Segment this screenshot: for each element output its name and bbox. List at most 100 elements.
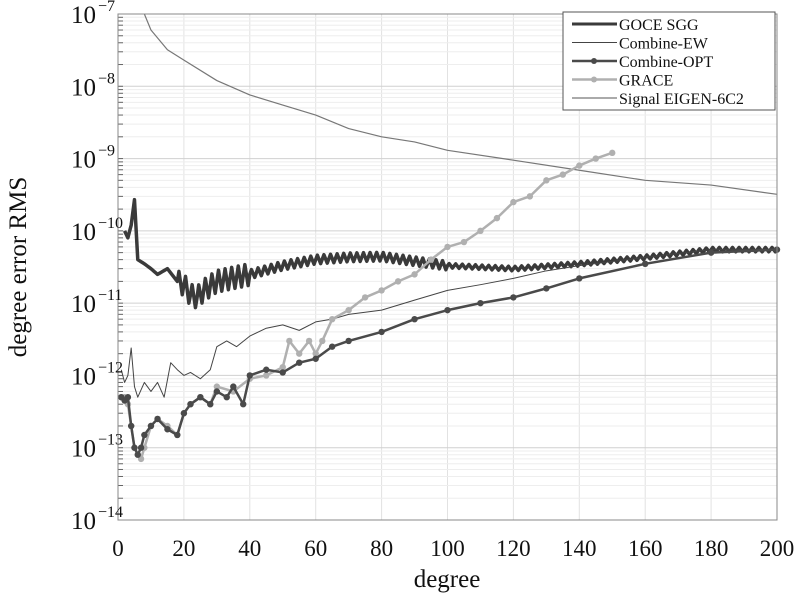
data-point [134, 451, 141, 458]
data-point [378, 328, 385, 336]
y-tick-base: 10 [71, 291, 96, 318]
y-tick-base: 10 [71, 147, 96, 174]
y-tick-exponent: −13 [98, 432, 123, 449]
x-tick-label: 40 [238, 536, 261, 561]
legend-label: GOCE SGG [619, 17, 699, 34]
data-point [131, 444, 138, 451]
legend-label: GRACE [619, 73, 673, 90]
data-point [305, 337, 313, 345]
data-point [361, 294, 369, 301]
data-point [427, 256, 435, 263]
x-tick-label: 0 [112, 536, 124, 561]
series-layer [118, 13, 781, 463]
data-point [444, 306, 451, 314]
series-line-combine-ew [120, 249, 777, 398]
data-point [526, 193, 534, 200]
y-tick-base: 10 [71, 2, 96, 29]
data-point [174, 431, 181, 439]
y-tick-label: 10 [71, 2, 96, 29]
data-point [286, 337, 293, 345]
x-axis-label: degree [414, 566, 481, 593]
data-point [345, 306, 352, 314]
data-point [328, 315, 336, 323]
data-point [378, 287, 385, 294]
x-tick-label: 20 [172, 536, 195, 561]
y-axis-label: degree error RMS [5, 177, 32, 358]
data-point [510, 294, 517, 301]
y-tick-label: 10 [71, 147, 96, 174]
data-point [197, 393, 204, 401]
y-tick-exponent: −12 [98, 359, 123, 376]
data-point [707, 249, 715, 256]
y-tick-exponent: −7 [98, 0, 115, 15]
y-tick-label: 10 [71, 436, 96, 463]
data-point [444, 243, 451, 251]
legend-label: Signal EIGEN-6C2 [619, 91, 744, 108]
y-tick-base: 10 [71, 508, 96, 535]
data-point [592, 155, 599, 162]
y-tick-label: 10 [71, 291, 96, 318]
data-point [510, 198, 517, 206]
data-point [213, 388, 221, 395]
data-point [559, 171, 567, 178]
data-point [477, 299, 484, 307]
y-tick-base: 10 [71, 219, 96, 246]
legend-marker [591, 76, 597, 83]
data-point [164, 426, 171, 433]
y-tick-label: 10 [71, 508, 96, 535]
data-point [609, 149, 616, 157]
y-tick-base: 10 [71, 436, 96, 463]
plot-frame [117, 13, 778, 521]
data-point [576, 275, 583, 282]
data-point [296, 359, 303, 366]
legend-label: Combine-EW [619, 36, 709, 53]
data-point [576, 162, 583, 169]
data-point [154, 415, 161, 423]
data-point [493, 214, 501, 222]
data-point [411, 315, 418, 323]
data-point [137, 444, 145, 451]
legend-marker [591, 58, 597, 64]
x-tick-label: 140 [562, 536, 597, 561]
data-point [460, 238, 468, 246]
data-point [246, 372, 253, 379]
data-point [543, 285, 550, 292]
data-point [207, 400, 214, 408]
y-tick-exponent: −11 [98, 287, 122, 304]
x-tick-label: 180 [694, 536, 729, 561]
data-point [240, 400, 247, 408]
x-tick-label: 200 [760, 536, 795, 561]
y-tick-exponent: −14 [98, 504, 123, 521]
x-tick-label: 100 [430, 536, 465, 561]
series-line-grace [121, 151, 613, 461]
x-tick-label: 160 [628, 536, 663, 561]
series-line-signal-eigen-6c2 [143, 13, 778, 195]
x-tick-label: 120 [496, 536, 531, 561]
data-point [263, 366, 270, 373]
data-point [642, 260, 649, 268]
y-tick-label: 10 [71, 74, 96, 101]
y-tick-exponent: −8 [98, 70, 115, 87]
y-tick-base: 10 [71, 74, 96, 101]
data-point [180, 410, 188, 417]
x-tick-label: 60 [304, 536, 327, 561]
data-point [127, 422, 135, 430]
data-point [411, 271, 418, 278]
data-point [147, 422, 155, 430]
y-tick-exponent: −10 [98, 215, 123, 232]
data-point [394, 278, 402, 285]
x-tick-labels: 0 20 40 60 80 100 120 140 160 180 200 [112, 536, 794, 561]
legend-label: Combine-OPT [619, 54, 713, 71]
data-point [124, 393, 132, 401]
data-point [187, 400, 194, 408]
y-tick-label: 10 [71, 363, 96, 390]
y-tick-exponent: −9 [98, 143, 115, 160]
data-point [279, 369, 286, 376]
data-point [279, 363, 286, 371]
data-point [328, 343, 336, 350]
y-tick-base: 10 [71, 363, 96, 390]
data-point [477, 227, 484, 235]
data-point [312, 355, 319, 362]
